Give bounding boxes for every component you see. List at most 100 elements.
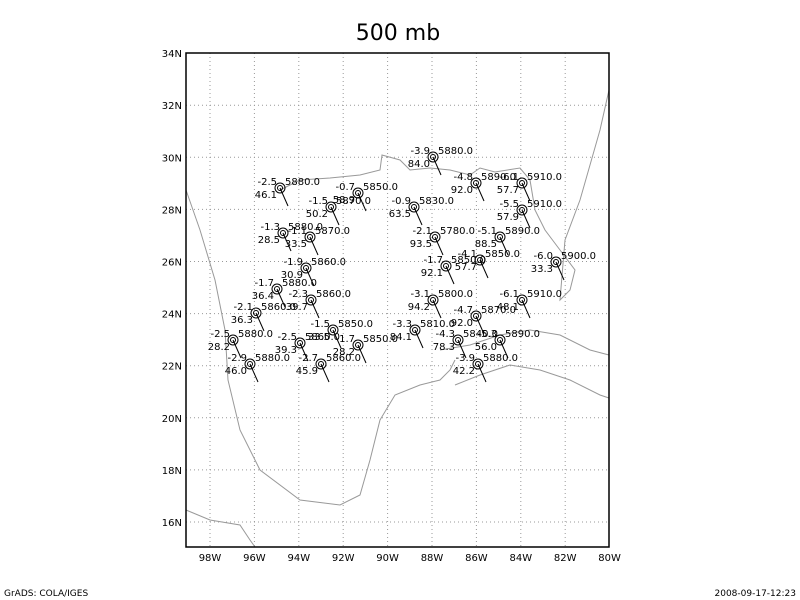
station-outer <box>516 177 528 189</box>
station-height: 5850.0 <box>485 249 520 260</box>
station: -1.9 5860.0 30.9 <box>281 257 346 287</box>
station: -4.7 5870.0 92.0 <box>451 305 516 335</box>
station-inner <box>553 259 559 265</box>
station-dewpoint: 93.5 <box>410 239 432 250</box>
station: -5.1 5890.0 88.5 <box>475 226 540 256</box>
wind-barb <box>521 182 531 202</box>
station-temp: -1.7 <box>254 278 274 289</box>
station-inner <box>475 361 481 367</box>
wind-barb <box>432 299 442 319</box>
station-outer <box>352 187 364 199</box>
station-temp: -3.9 <box>455 353 475 364</box>
station-height: 5860.0 <box>261 302 296 313</box>
station-outer <box>315 358 327 370</box>
station: -6.1 5910.0 48.1 <box>497 289 562 319</box>
station-temp: -4.3 <box>435 329 455 340</box>
station-dewpoint: 46.0 <box>225 366 247 377</box>
station-outer <box>409 324 421 336</box>
station-temp: -1.1 <box>287 226 307 237</box>
station-inner <box>430 297 436 303</box>
station: -5.3 5890.0 56.0 <box>475 329 540 359</box>
station-outer <box>427 294 439 306</box>
station: -2.7 5860.0 45.9 <box>296 353 361 383</box>
station-inner <box>230 337 236 343</box>
station-temp: -1.9 <box>283 257 303 268</box>
station-dewpoint: 28.5 <box>258 235 280 246</box>
station-outer <box>470 310 482 322</box>
station-temp: -4.8 <box>453 172 473 183</box>
station-outer <box>325 201 337 213</box>
station-dewpoint: 57.7 <box>455 262 477 273</box>
station-height: 5800.0 <box>438 289 473 300</box>
station-dewpoint: 88.5 <box>475 239 497 250</box>
lon-label: 86W <box>465 553 488 564</box>
station: -2.5 5860.0 39.3 <box>275 332 340 362</box>
cuba-south <box>454 364 610 399</box>
station: -3.9 5880.0 42.2 <box>453 353 518 383</box>
station: -0.9 5830.0 63.5 <box>389 196 454 226</box>
station-inner <box>473 180 479 186</box>
station-temp: -6.1 <box>499 172 519 183</box>
lon-label: 88W <box>421 553 444 564</box>
station-outer <box>472 358 484 370</box>
us-gulf-coast <box>279 89 610 302</box>
lon-label: 92W <box>332 553 355 564</box>
station-inner <box>253 310 259 316</box>
station-temp: -2.1 <box>233 302 253 313</box>
station-height: 5840.0 <box>463 329 498 340</box>
grid <box>186 53 609 547</box>
station-temp: -2.3 <box>288 289 308 300</box>
station-temp: -5.3 <box>477 329 497 340</box>
station-temp: -5.1 <box>477 226 497 237</box>
station-temp: -0.9 <box>391 196 411 207</box>
station-outer <box>305 294 317 306</box>
station-dewpoint: 78.3 <box>433 342 455 353</box>
station-inner <box>307 234 313 240</box>
station-inner <box>519 180 525 186</box>
station-height: 5880.0 <box>288 222 323 233</box>
station-height: 5880.0 <box>238 329 273 340</box>
station-dewpoint: 48.1 <box>497 302 519 313</box>
station-temp: -3.9 <box>410 146 430 157</box>
station-height: 5780.0 <box>440 226 475 237</box>
station-dewpoint: 36.3 <box>231 315 253 326</box>
station: -5.5 5910.0 57.9 <box>497 199 562 229</box>
station-dewpoint: 39.7 <box>286 302 308 313</box>
station-inner <box>443 263 449 269</box>
station-inner <box>430 154 436 160</box>
station-outer <box>352 339 364 351</box>
station: -1.3 5880.0 28.5 <box>258 222 323 252</box>
wind-barb <box>305 267 315 287</box>
station-dewpoint: 28.2 <box>333 347 355 358</box>
lat-label: 28N <box>162 205 182 216</box>
station: -1.5 5850.0 33.5 <box>308 319 373 349</box>
station: -1.5 5870.0 50.2 <box>306 196 371 226</box>
station-outer <box>494 231 506 243</box>
station-outer <box>516 204 528 216</box>
station-dewpoint: 92.1 <box>421 268 443 279</box>
station-dewpoint: 84.1 <box>390 332 412 343</box>
station: -2.1 5780.0 93.5 <box>410 226 475 256</box>
axis-labels: 16N 18N 20N 22N 24N 26N 28N 30N 32N 34N 98W 96W 94W 9… <box>162 49 621 564</box>
lon-label: 94W <box>287 553 310 564</box>
station-dewpoint: 56.0 <box>475 342 497 353</box>
station-outer <box>300 262 312 274</box>
station-inner <box>297 340 303 346</box>
station-inner <box>411 204 417 210</box>
station-inner <box>303 265 309 271</box>
station: -1.7 5850.0 28.2 <box>333 334 398 364</box>
wind-barb <box>357 344 367 364</box>
station-outer <box>550 256 562 268</box>
station-height: 5890.0 <box>505 329 540 340</box>
station: -2.5 5880.0 46.1 <box>255 177 320 207</box>
station-inner <box>277 185 283 191</box>
lat-label: 30N <box>162 153 182 164</box>
station: -4.8 5890.0 92.0 <box>451 172 516 202</box>
lat-label: 26N <box>162 258 182 269</box>
station-height: 5810.0 <box>420 319 455 330</box>
station-height: 5880.0 <box>255 353 290 364</box>
station-temp: -4.1 <box>457 249 477 260</box>
footer-left: GrADS: COLA/IGES <box>4 589 88 599</box>
station-inner <box>355 342 361 348</box>
